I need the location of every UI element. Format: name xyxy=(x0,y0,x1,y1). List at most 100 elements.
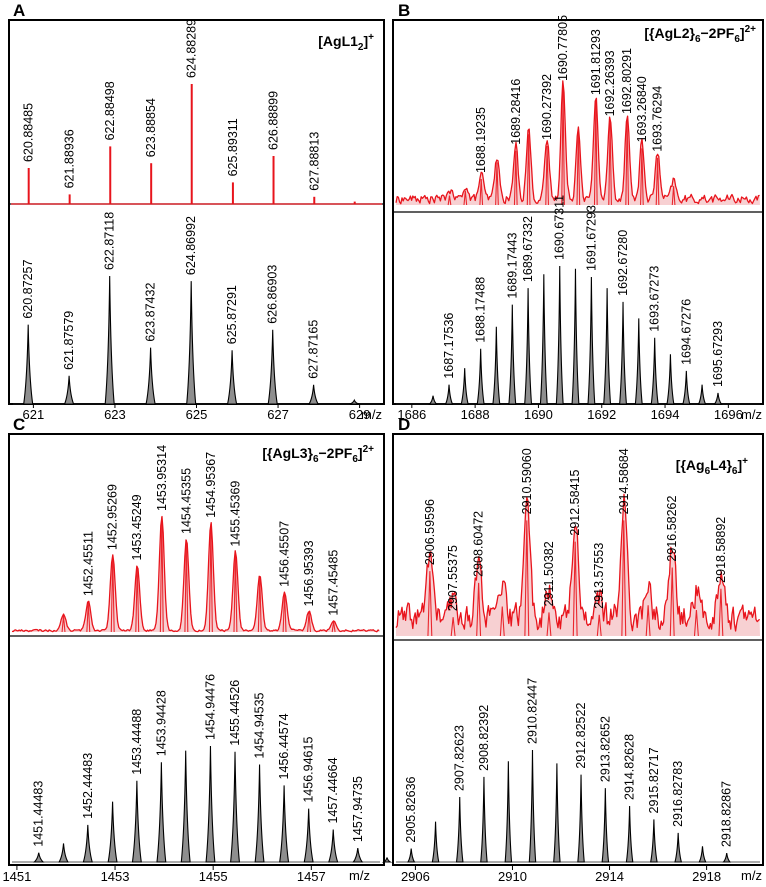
panel-b-experimental-peak xyxy=(640,148,644,206)
panel-b-simulated-peak-label: 1690.67311 xyxy=(553,195,567,260)
panel-d-simulated-peak-label: 2905.82636 xyxy=(404,776,418,842)
panel-a-x-axis: 621 623 625 627 629 xyxy=(23,404,371,422)
panel-d-experimental-peak-label: 2908.60472 xyxy=(472,511,486,577)
panel-b-simulated-peak-label: 1693.67273 xyxy=(648,266,662,332)
panel-a-title: [AgL12]+ xyxy=(318,32,374,53)
panel-b-simulated-series: 1687.17536 1688.17488 1689.17443 1689.67332… xyxy=(396,195,760,405)
panel-d-simulated-peak-label: 2918.82867 xyxy=(720,781,734,847)
panel-a-x-tick-label: 621 xyxy=(23,407,45,422)
panel-c-experimental-peak-label: 1454.95367 xyxy=(204,452,218,518)
panel-d-simulated-peak xyxy=(577,774,585,863)
panel-b-experimental-peak-label: 1693.26840 xyxy=(635,76,649,142)
panel-b-simulated-peak xyxy=(428,395,438,405)
panel-a-x-tick-label: 629 xyxy=(349,407,371,422)
panel-c-simulated-peak-label: 1452.44483 xyxy=(81,753,95,819)
panel-c-experimental-peak-label: 1456.95393 xyxy=(302,540,316,606)
panel-b-experimental-trace xyxy=(395,80,760,205)
panel-d-simulated-peak-label: 2914.82628 xyxy=(623,734,637,800)
panel-c-experimental-peak xyxy=(233,552,238,633)
panel-a-simulated-peak-label: 622.87118 xyxy=(103,212,117,270)
panel-b-simulated-peak xyxy=(476,348,485,405)
panel-b-experimental-peak-label: 1689.28416 xyxy=(509,79,523,145)
panel-c-experimental-trace xyxy=(11,515,380,633)
panel-a-simulated-peak xyxy=(104,275,115,405)
panel-c-x-tick-label: 1455 xyxy=(199,869,228,884)
panel-b-simulated-peak xyxy=(492,326,501,405)
panel-d-simulated-peak xyxy=(431,821,440,863)
panel-d-simulated-peak xyxy=(381,857,393,863)
panel-d-x-axis: 2906 2910 2914 2918 xyxy=(401,866,721,884)
panel-d-frame xyxy=(392,433,764,866)
panel-c-experimental-peak xyxy=(184,539,189,633)
panel-c-experimental-peak xyxy=(86,602,91,633)
panel-a-x-tick-label: 623 xyxy=(104,407,126,422)
panel-b-experimental-series: 1688.19235 1689.28416 1690.273921690.77805… xyxy=(395,15,760,206)
panel-d-experimental-peak-label: 2916.58262 xyxy=(665,495,679,561)
panel-c-experimental-peak xyxy=(257,576,262,633)
panel-b-experimental-peak-label: 1688.19235 xyxy=(474,107,488,173)
panel-d-simulated-series: 2905.82636 2907.82623 2908.82392 2910.82447… xyxy=(381,678,760,863)
panel-a-experimental-peak-label: 622.88498 xyxy=(103,81,117,140)
panel-d-experimental-peak xyxy=(524,520,530,637)
panel-b-x-tick-label: 1694 xyxy=(651,407,680,422)
panel-c-simulated-peak-label: 1454.94476 xyxy=(203,674,217,740)
panel-c-experimental-peak-label: 1457.45485 xyxy=(327,550,341,616)
panel-b-experimental-peak-label: 1690.77805 xyxy=(556,15,570,81)
panel-a-simulated-peak-label: 627.87165 xyxy=(307,320,321,379)
panel-a-simulated-peak xyxy=(23,324,34,405)
panel-d-x-tick-label: 2918 xyxy=(692,869,721,884)
panel-c-simulated-peak-label: 1457.44664 xyxy=(326,757,340,823)
panel-c-x-tick-label: 1457 xyxy=(297,869,326,884)
panel-b-simulated-peak-label: 1687.17536 xyxy=(442,313,456,379)
panel-d-experimental-peak xyxy=(718,588,724,637)
panel-d-simulated-peak-label: 2913.82652 xyxy=(598,716,612,782)
panel-b-x-tick-label: 1688 xyxy=(461,407,490,422)
panel-d-experimental-peak xyxy=(645,605,651,637)
panel-d-simulated-peak-label: 2912.82522 xyxy=(574,703,588,769)
panel-b-experimental-peak xyxy=(671,186,676,206)
panel-b-experimental-peak xyxy=(593,101,598,206)
panel-c-experimental-peak-label: 1452.45511 xyxy=(81,531,95,596)
panel-a-simulated-peak xyxy=(226,350,238,405)
panel-b-x-label: m/z xyxy=(741,407,762,422)
panel-c-x-tick-label: 1453 xyxy=(101,869,130,884)
panel-c-experimental-peak-label: 1455.45369 xyxy=(228,481,242,547)
panel-b-simulated-peak-label: 1694.67276 xyxy=(679,299,693,365)
panel-c-simulated-peak xyxy=(254,764,265,863)
panel-a-experimental-peak-label: 620.88485 xyxy=(22,103,36,162)
panel-c-experimental-peak-label: 1452.95269 xyxy=(106,484,120,550)
panel-b-title: [{AgL2}6−2PF6]2+ xyxy=(644,24,756,45)
panel-b-simulated-peak xyxy=(697,384,707,405)
panel-c-experimental-peak xyxy=(110,556,115,633)
panel-c-simulated-peak-label: 1455.44526 xyxy=(228,680,242,746)
panel-c-simulated-peak-label: 1456.94615 xyxy=(302,737,316,803)
panel-b-experimental-peak-label: 1691.81293 xyxy=(589,29,603,95)
panel-c-experimental-peak xyxy=(159,516,164,633)
panel-b-simulated-peak xyxy=(539,274,548,405)
panel-b-simulated-peak xyxy=(508,304,517,405)
panel-d-experimental-trace xyxy=(395,493,761,632)
panel-b-simulated-peak xyxy=(460,368,469,405)
panel-b-simulated-peak-label: 1688.17488 xyxy=(474,277,488,343)
panel-a-experimental-peak-label: 624.88289 xyxy=(185,19,199,78)
panel-a-simulated-peak xyxy=(308,384,320,405)
panel-a-simulated-peak-label: 623.87432 xyxy=(144,283,158,342)
panel-b-simulated-peak xyxy=(619,301,628,405)
panel-d-experimental-peak-label: 2907.55375 xyxy=(446,545,460,611)
panel-d-simulated-peak-label: 2910.82447 xyxy=(525,678,539,744)
panel-c-letter: C xyxy=(13,415,25,434)
panel-d-simulated-peak xyxy=(504,761,513,863)
panel-c-simulated-peak xyxy=(58,843,69,863)
panel-a-letter: A xyxy=(13,1,25,20)
panel-b-simulated-peak-label: 1695.67293 xyxy=(711,321,725,387)
panel-d-simulated-peak xyxy=(625,805,634,863)
panel-d-x-label: m/z xyxy=(741,868,762,883)
panel-c-x-tick-label: 1451 xyxy=(2,869,31,884)
panel-c-simulated-peak-label: 1454.94535 xyxy=(253,692,267,758)
panel-d-experimental-peak-label: 2912.58415 xyxy=(568,470,582,536)
panel-d-x-tick-label: 2910 xyxy=(498,869,527,884)
panel-b-simulated-peak-label: 1689.67332 xyxy=(521,216,535,282)
panel-b-experimental-peak xyxy=(655,157,660,206)
